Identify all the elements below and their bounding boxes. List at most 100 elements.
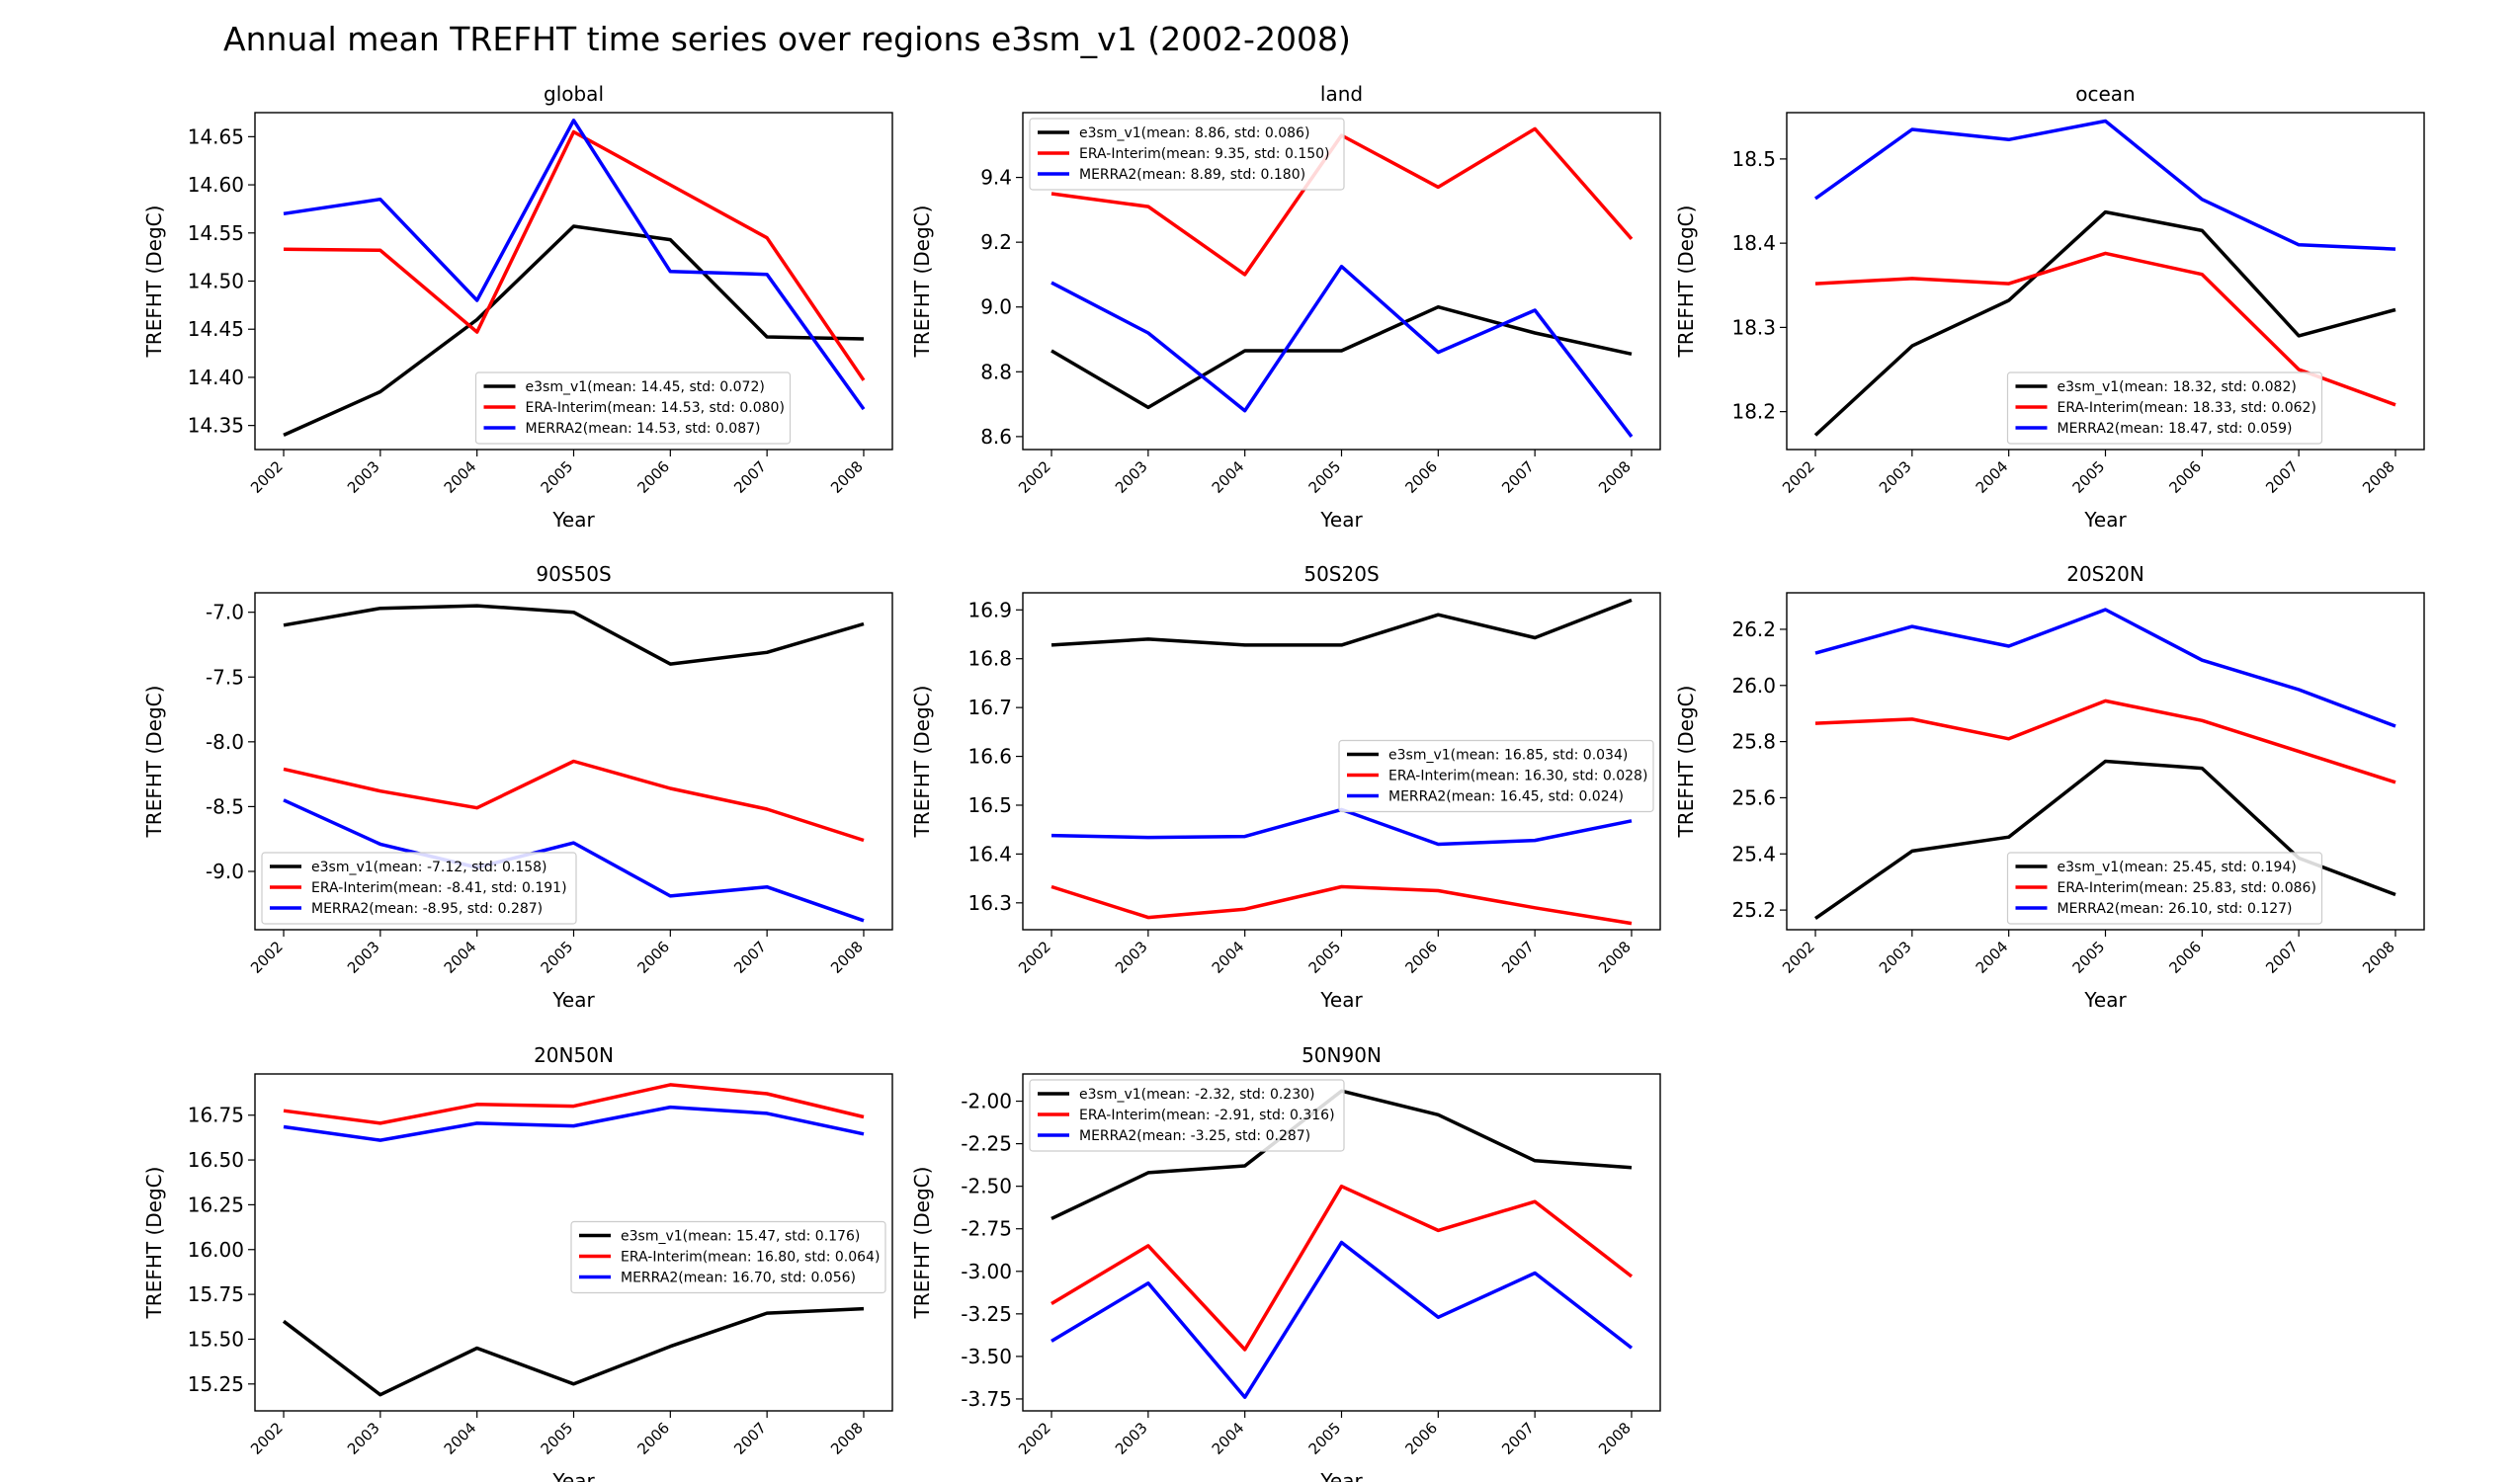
series-line-MERRA2: [283, 798, 865, 923]
legend-label-MERRA2: MERRA2(mean: 8.89, std: 0.180): [1079, 167, 1305, 183]
legend-box: [1338, 739, 1654, 813]
y-tick-label: 16.75: [188, 1104, 244, 1127]
x-tick-label: 2002: [247, 457, 287, 497]
y-tick-label: -2.75: [961, 1217, 1012, 1241]
y-tick-label: 16.3: [967, 891, 1012, 915]
x-tick-label: 2003: [1876, 457, 1915, 497]
series-line-e3sm_v1: [282, 1306, 865, 1397]
y-tick-label: -3.25: [961, 1302, 1012, 1326]
legend: e3sm_v1(mean: 14.45, std: 0.072) ERA-Inte…: [474, 371, 792, 445]
x-tick-label: 2005: [538, 938, 577, 977]
legend: e3sm_v1(mean: 25.45, std: 0.194) ERA-Inte…: [2006, 852, 2323, 925]
y-axis-label: TREFHT (DegC): [910, 206, 934, 359]
chart-panel-20N50N: 20N50N 2002 2003 2004 2005 2006 2007 2008 15.25 1…: [142, 1043, 893, 1482]
chart-panel-land: land 2002 2003 2004 2005 2006 2007 2008 8.6 8.8 9.…: [910, 82, 1661, 532]
x-tick-label: 2008: [1595, 938, 1635, 977]
x-tick-label: 2007: [1498, 457, 1538, 497]
legend: e3sm_v1(mean: 16.85, std: 0.034) ERA-Inte…: [1338, 739, 1654, 813]
x-tick-label: 2004: [441, 1419, 480, 1458]
y-tick-label: -7.5: [206, 665, 244, 689]
series-line-ERA-Interim: [283, 1083, 865, 1125]
x-tick-label: 2005: [1305, 938, 1345, 977]
y-tick-label: -2.00: [961, 1090, 1012, 1113]
x-tick-label: 2003: [344, 1419, 383, 1458]
legend-label-e3sm_v1: e3sm_v1(mean: -7.12, std: 0.158): [311, 860, 546, 875]
y-tick-label: 14.45: [188, 317, 244, 341]
legend-label-ERA-Interim: ERA-Interim(mean: 16.80, std: 0.064): [621, 1250, 880, 1266]
series-line-ERA-Interim: [283, 759, 865, 843]
x-tick-label: 2002: [1015, 938, 1054, 977]
x-tick-label: 2008: [1595, 457, 1635, 497]
figure-title: Annual mean TREFHT time series over regi…: [223, 20, 1351, 58]
x-tick-label: 2003: [1112, 938, 1151, 977]
x-axis-label: Year: [551, 1469, 595, 1482]
x-tick-label: 2006: [633, 457, 673, 497]
x-tick-label: 2005: [538, 457, 577, 497]
series-line-MERRA2: [283, 1105, 865, 1142]
y-tick-label: 16.00: [188, 1238, 244, 1262]
legend: e3sm_v1(mean: -7.12, std: 0.158) ERA-Inte…: [261, 852, 577, 925]
x-tick-label: 2006: [1401, 457, 1441, 497]
y-tick-label: 25.4: [1731, 842, 1776, 865]
y-tick-label: 18.4: [1731, 231, 1776, 255]
series-line-MERRA2: [283, 119, 866, 411]
y-tick-label: 26.2: [1731, 618, 1776, 641]
chart-panel-90S50S: 90S50S 2002 2003 2004 2005 2006 2007 2008 -7.0 -7…: [142, 562, 893, 1012]
y-axis-label: TREFHT (DegC): [1674, 686, 1698, 839]
x-tick-label: 2006: [633, 1419, 673, 1458]
x-axis-label: Year: [551, 508, 595, 532]
x-tick-label: 2006: [2165, 457, 2205, 497]
chart-title: 50N90N: [1302, 1043, 1382, 1067]
y-tick-label: 14.65: [188, 124, 244, 148]
x-tick-label: 2002: [1015, 457, 1054, 497]
series-line-ERA-Interim: [1050, 884, 1633, 926]
legend: e3sm_v1(mean: 8.86, std: 0.086) ERA-Inter…: [1029, 118, 1345, 191]
x-tick-label: 2006: [633, 938, 673, 977]
series-line-e3sm_v1: [1050, 598, 1633, 647]
legend: e3sm_v1(mean: -2.32, std: 0.230) ERA-Inte…: [1029, 1079, 1345, 1152]
y-tick-label: 8.8: [980, 360, 1012, 383]
y-tick-label: 16.5: [967, 793, 1012, 817]
x-tick-label: 2005: [538, 1419, 577, 1458]
x-axis-label: Year: [1319, 508, 1363, 532]
x-tick-label: 2003: [344, 457, 383, 497]
y-tick-label: 14.40: [188, 366, 244, 389]
y-tick-label: 14.50: [188, 270, 244, 293]
y-axis-label: TREFHT (DegC): [142, 1167, 166, 1320]
chart-panel-ocean: ocean 2002 2003 2004 2005 2006 2007 2008 18.2 18.…: [1674, 82, 2425, 532]
x-tick-label: 2005: [2069, 938, 2109, 977]
x-tick-label: 2004: [441, 938, 480, 977]
series-line-MERRA2: [1813, 119, 2396, 251]
x-tick-label: 2008: [2359, 457, 2398, 497]
series-line-ERA-Interim: [283, 129, 866, 381]
x-tick-label: 2003: [1112, 457, 1151, 497]
legend-label-MERRA2: MERRA2(mean: 16.70, std: 0.056): [621, 1271, 856, 1286]
y-tick-label: 14.35: [188, 414, 244, 438]
legend-label-e3sm_v1: e3sm_v1(mean: 16.85, std: 0.034): [1388, 748, 1628, 764]
x-tick-label: 2004: [1973, 457, 2012, 497]
legend-label-ERA-Interim: ERA-Interim(mean: 9.35, std: 0.150): [1079, 146, 1330, 162]
y-tick-label: 25.2: [1731, 898, 1776, 922]
y-tick-label: -3.00: [961, 1260, 1012, 1283]
legend-label-e3sm_v1: e3sm_v1(mean: 25.45, std: 0.194): [2058, 860, 2297, 875]
x-tick-label: 2002: [247, 1419, 287, 1458]
chart-panel-50S20S: 50S20S 2002 2003 2004 2005 2006 2007 2008 16.3 16…: [910, 562, 1661, 1012]
y-axis-label: TREFHT (DegC): [910, 686, 934, 839]
x-tick-label: 2006: [1401, 1419, 1441, 1458]
y-tick-label: 25.6: [1731, 785, 1776, 809]
y-tick-label: 8.6: [980, 425, 1012, 449]
x-tick-label: 2006: [1401, 938, 1441, 977]
legend-label-ERA-Interim: ERA-Interim(mean: -8.41, std: 0.191): [311, 880, 567, 896]
chart-title: 20S20N: [2066, 562, 2144, 586]
x-tick-label: 2007: [1498, 938, 1538, 977]
x-axis-label: Year: [2083, 508, 2127, 532]
x-tick-label: 2002: [1779, 938, 1818, 977]
x-tick-label: 2004: [441, 457, 480, 497]
legend-label-MERRA2: MERRA2(mean: 16.45, std: 0.024): [1388, 789, 1624, 805]
chart-panel-50N90N: 50N90N 2002 2003 2004 2005 2006 2007 2008 -2.00 -…: [910, 1043, 1661, 1482]
x-tick-label: 2004: [1973, 938, 2012, 977]
legend-label-e3sm_v1: e3sm_v1(mean: 14.45, std: 0.072): [526, 379, 765, 395]
y-tick-label: 9.4: [980, 166, 1012, 190]
legend-box: [1029, 1079, 1345, 1152]
chart-title: 50S20S: [1303, 562, 1379, 586]
